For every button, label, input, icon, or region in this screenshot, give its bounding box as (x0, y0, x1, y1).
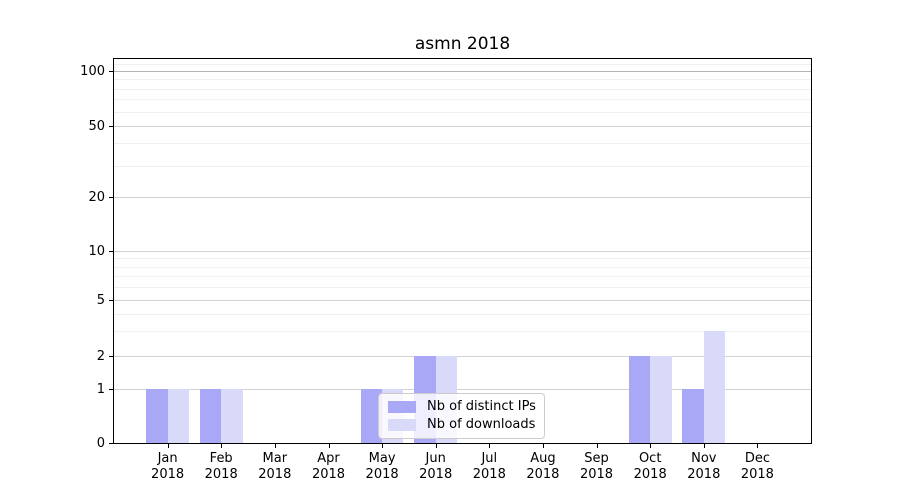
x-tick-label-feb: Feb 2018 (204, 451, 238, 482)
bar-nb-of-downloads-feb (221, 389, 243, 443)
y-tick-label-0: 0 (96, 435, 105, 451)
legend-item-nb-of-downloads: Nb of downloads (379, 416, 544, 434)
legend-item-nb-of-distinct-ips: Nb of distinct IPs (379, 398, 544, 416)
x-tick-mark-jul (489, 443, 491, 448)
x-tick-mark-may (382, 443, 384, 448)
gridline-major-50 (114, 126, 811, 127)
x-tick-label-jun: Jun 2018 (419, 451, 453, 482)
x-tick-mark-sep (596, 443, 598, 448)
y-tick-mark-20 (109, 197, 114, 198)
bar-nb-of-distinct-ips-feb (199, 389, 222, 443)
bar-nb-of-distinct-ips-nov (682, 389, 704, 443)
y-tick-mark-1 (109, 389, 114, 390)
y-tick-mark-5 (109, 300, 114, 301)
x-tick-label-nov: Nov 2018 (687, 451, 721, 482)
legend: Nb of distinct IPs Nb of downloads (378, 393, 545, 439)
gridline-major-100 (114, 71, 811, 72)
gridline-major-5 (114, 300, 811, 301)
y-tick-label-2: 2 (96, 348, 105, 364)
bar-nb-of-distinct-ips-jan (146, 389, 168, 443)
y-tick-mark-2 (109, 356, 114, 357)
x-tick-label-jan: Jan 2018 (151, 451, 185, 482)
x-tick-mark-jan (167, 443, 169, 448)
x-tick-mark-mar (274, 443, 276, 448)
x-tick-mark-oct (650, 443, 652, 448)
gridline-major-1 (114, 389, 811, 390)
y-tick-label-5: 5 (96, 292, 105, 308)
gridline-major-20 (114, 197, 811, 198)
bar-nb-of-downloads-oct (650, 356, 672, 443)
gridline-minor-40 (114, 143, 811, 145)
legend-swatch-nb-of-downloads (388, 419, 416, 431)
y-tick-label-20: 20 (88, 189, 105, 205)
x-tick-label-aug: Aug 2018 (526, 451, 560, 482)
x-tick-mark-feb (221, 443, 223, 448)
gridline-minor-6 (114, 287, 811, 289)
x-tick-mark-nov (703, 443, 705, 448)
gridline-minor-90 (114, 79, 811, 81)
gridline-major-2 (114, 356, 811, 357)
y-tick-label-10: 10 (88, 243, 105, 259)
x-tick-mark-jun (435, 443, 437, 448)
x-tick-label-mar: Mar 2018 (258, 451, 292, 482)
bar-nb-of-distinct-ips-oct (628, 356, 651, 443)
y-tick-label-100: 100 (80, 63, 105, 79)
y-tick-mark-10 (109, 251, 114, 252)
y-tick-mark-50 (109, 126, 114, 127)
x-tick-label-may: May 2018 (365, 451, 399, 482)
y-tick-label-1: 1 (96, 381, 105, 397)
x-tick-label-dec: Dec 2018 (740, 451, 774, 482)
x-tick-label-apr: Apr 2018 (311, 451, 346, 482)
gridline-minor-7 (114, 276, 811, 278)
x-tick-mark-apr (328, 443, 330, 448)
legend-label-nb-of-downloads: Nb of downloads (427, 417, 536, 432)
chart-title: asmn 2018 (414, 34, 511, 54)
gridline-minor-80 (114, 88, 811, 90)
gridline-minor-70 (114, 99, 811, 101)
x-tick-label-oct: Oct 2018 (633, 451, 667, 482)
legend-label-nb-of-distinct-ips: Nb of distinct IPs (427, 399, 536, 414)
y-tick-mark-0 (109, 443, 114, 444)
y-tick-mark-100 (109, 71, 114, 72)
gridline-minor-60 (114, 111, 811, 113)
gridline-major-10 (114, 251, 811, 252)
y-tick-label-50: 50 (88, 118, 105, 134)
gridline-minor-30 (114, 165, 811, 167)
gridline-minor-8 (114, 266, 811, 268)
x-tick-label-jul: Jul 2018 (472, 451, 506, 482)
gridline-minor-110 (114, 63, 811, 65)
legend-swatch-nb-of-distinct-ips (388, 401, 416, 413)
plot-area (113, 58, 812, 444)
x-tick-mark-dec (757, 443, 759, 448)
bar-nb-of-downloads-nov (703, 331, 726, 443)
x-tick-mark-aug (542, 443, 544, 448)
gridline-minor-3 (114, 331, 811, 333)
gridline-minor-9 (114, 258, 811, 260)
bar-nb-of-downloads-jan (167, 389, 189, 443)
x-tick-label-sep: Sep 2018 (579, 451, 614, 482)
bar-nb-of-distinct-ips-may (360, 389, 383, 443)
gridline-minor-4 (114, 313, 811, 315)
